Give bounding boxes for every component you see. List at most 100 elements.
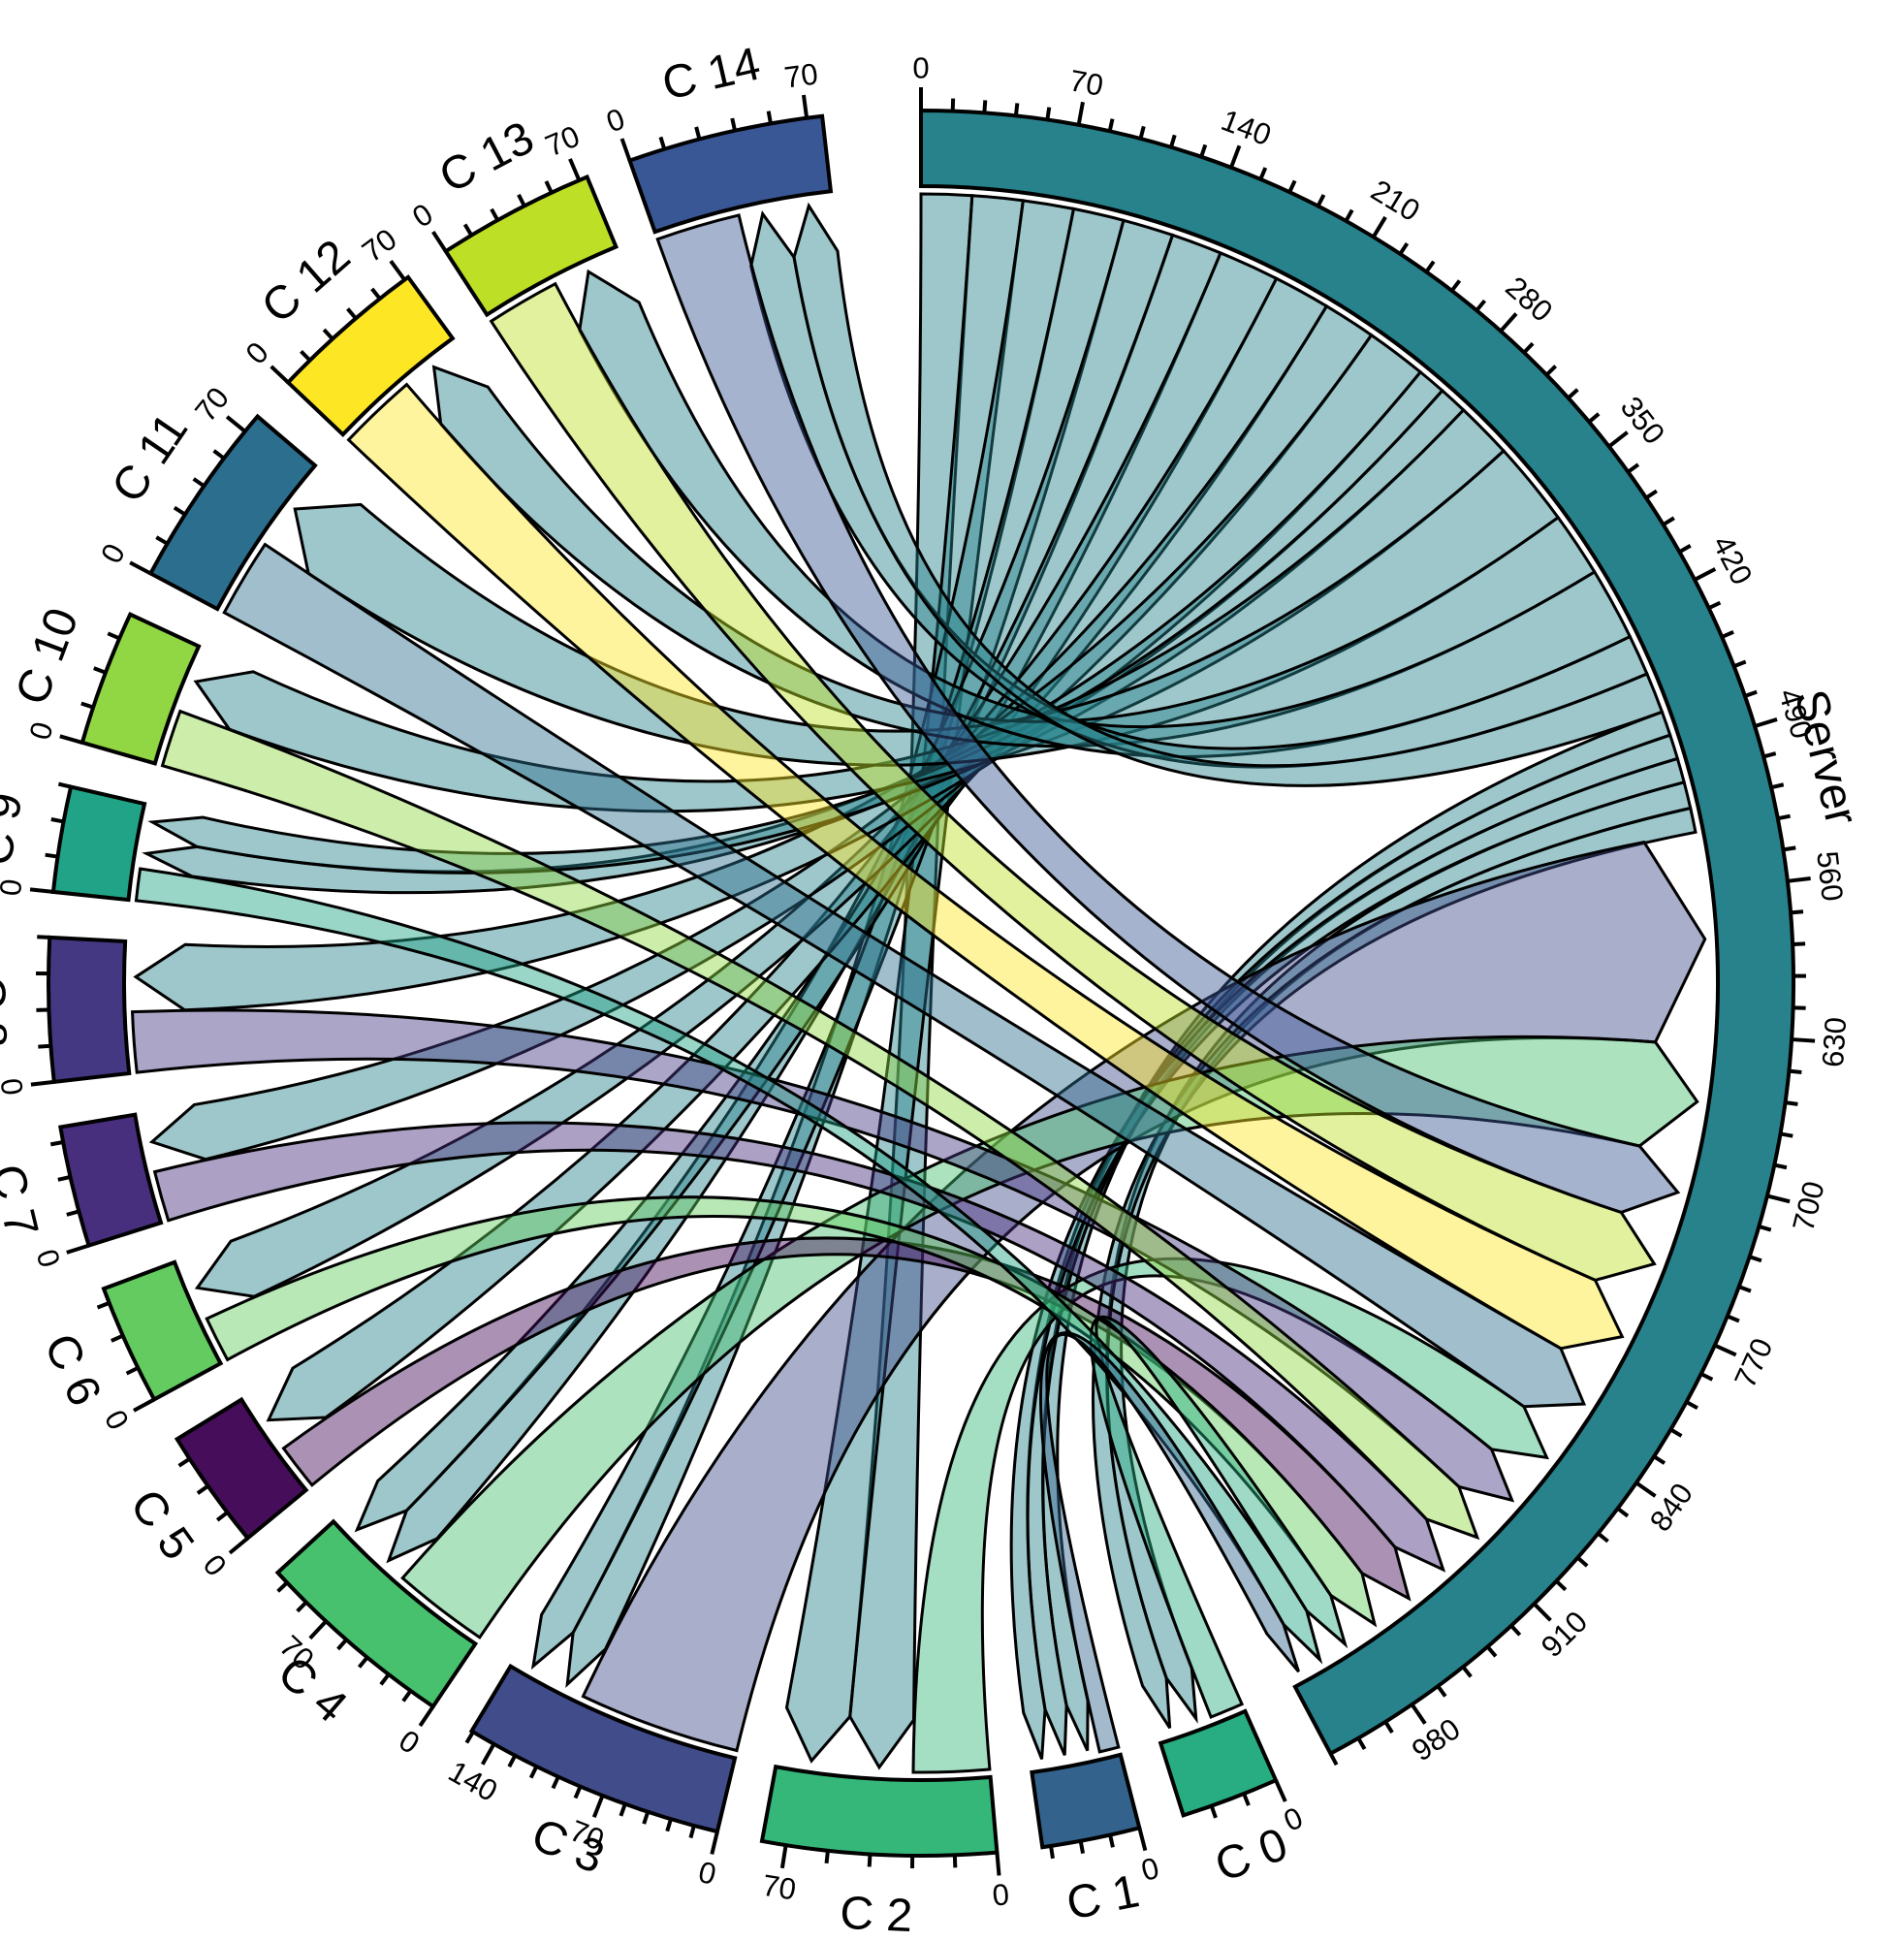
ticks-C9 [29, 781, 72, 894]
minor-tick [1762, 751, 1777, 759]
minor-tick [1587, 412, 1601, 424]
minor-tick [1783, 845, 1796, 852]
sector-arc-C7 [58, 1112, 164, 1249]
minor-tick [1013, 103, 1020, 116]
minor-tick [1777, 813, 1791, 821]
minor-tick [573, 1785, 583, 1799]
minor-tick [300, 349, 312, 363]
ribbon-C5-download [266, 250, 1279, 1422]
ribbon-C3-download [565, 199, 1076, 1689]
sector-label-C9: C 9 [0, 789, 32, 869]
major-tick [30, 1079, 55, 1087]
major-tick [995, 1852, 1001, 1876]
minor-tick [1678, 544, 1692, 554]
minor-tick [1744, 689, 1758, 698]
major-tick [1076, 101, 1085, 126]
major-tick [1274, 1779, 1287, 1802]
major-tick [1607, 430, 1629, 449]
minor-tick [57, 1174, 71, 1182]
tick-label-C12-0: 0 [239, 335, 275, 371]
tick-label-Server-770: 770 [1728, 1333, 1779, 1393]
major-tick [389, 260, 406, 281]
sector-arc-C2 [759, 1764, 1000, 1858]
minor-tick [173, 505, 186, 517]
sector-arc-C14 [627, 113, 834, 235]
minor-tick [867, 1854, 873, 1867]
sector-arc-C4 [274, 1518, 479, 1709]
minor-tick [1732, 659, 1747, 669]
minor-tick [619, 1802, 627, 1817]
minor-tick [50, 817, 64, 824]
minor-tick [37, 935, 50, 939]
major-tick [1499, 312, 1518, 333]
tick-label-Server-840: 840 [1643, 1477, 1699, 1537]
ribbons-layer [130, 192, 1707, 1774]
minor-tick [1544, 365, 1558, 377]
minor-tick [1597, 1532, 1609, 1544]
sector-arc-C5 [174, 1396, 309, 1542]
sector-arc-C0 [1158, 1708, 1279, 1818]
minor-tick [1627, 462, 1640, 474]
tick-label-Server-70: 70 [1066, 63, 1105, 103]
ribbon-C10-upload [160, 709, 1480, 1541]
ticks-C7 [49, 1140, 90, 1255]
major-tick [66, 1243, 90, 1255]
sector-label-C3: C 3 [524, 1809, 611, 1884]
sector-label-C12: C 12 [252, 230, 360, 334]
minor-tick [1522, 341, 1535, 354]
sector-arc-C1 [1030, 1752, 1142, 1850]
major-tick [270, 365, 290, 384]
minor-tick [1707, 600, 1722, 611]
tick-label-Server-140: 140 [1217, 103, 1276, 152]
sector-label-C2: C 2 [839, 1888, 913, 1942]
minor-tick [1475, 299, 1487, 312]
tick-label-C11-0: 0 [94, 538, 132, 569]
minor-tick [379, 1672, 391, 1686]
minor-tick [49, 1140, 64, 1147]
minor-tick [1662, 516, 1675, 526]
minor-tick [1616, 1507, 1630, 1518]
minor-tick [66, 1209, 79, 1217]
sector-label-C8: C 8 [0, 974, 16, 1048]
minor-tick [464, 1731, 475, 1744]
ribbon-C12-upload [346, 382, 1625, 1351]
minor-tick [1258, 167, 1268, 180]
tick-label-C2-0: 0 [991, 1877, 1010, 1912]
tick-label-Server-700: 700 [1786, 1178, 1831, 1235]
sector-label-Server: Server [1785, 684, 1868, 830]
minor-tick [528, 1766, 539, 1779]
axis-ticks-layer [29, 87, 1816, 1876]
ticks-C8 [30, 935, 55, 1087]
minor-tick [665, 1818, 673, 1832]
major-tick [431, 230, 448, 253]
minor-tick [551, 1775, 560, 1790]
minor-tick [1199, 143, 1208, 158]
minor-tick [1209, 1804, 1218, 1819]
sector-label-C7: C 7 [0, 1160, 48, 1242]
minor-tick [1669, 1427, 1683, 1438]
minor-tick [125, 1366, 140, 1376]
tick-label-Server-210: 210 [1365, 173, 1425, 228]
ribbon-C14-download [792, 202, 1665, 787]
major-tick [1634, 1480, 1657, 1498]
sector-label-C14: C 14 [657, 38, 765, 110]
tick-label-C3-140: 140 [443, 1754, 503, 1808]
ribbon-C1-upload [1039, 1331, 1300, 1754]
minor-tick [1328, 1752, 1339, 1767]
sector-arc-C10 [79, 611, 202, 766]
minor-tick [346, 307, 358, 320]
major-tick [228, 1536, 249, 1555]
minor-tick [694, 126, 702, 141]
minor-tick [952, 1855, 958, 1868]
major-tick [1787, 876, 1811, 883]
minor-tick [336, 1638, 348, 1651]
tick-label-C5-0: 0 [197, 1548, 234, 1583]
tick-label-C13-0: 0 [406, 197, 439, 235]
tick-label-Server-420: 420 [1706, 530, 1760, 590]
minor-tick [658, 136, 667, 150]
minor-tick [1450, 279, 1462, 293]
minor-tick [155, 535, 169, 546]
tick-label-C11-70: 70 [188, 381, 236, 429]
major-tick [591, 1795, 605, 1819]
ticks-C6 [96, 1300, 156, 1413]
